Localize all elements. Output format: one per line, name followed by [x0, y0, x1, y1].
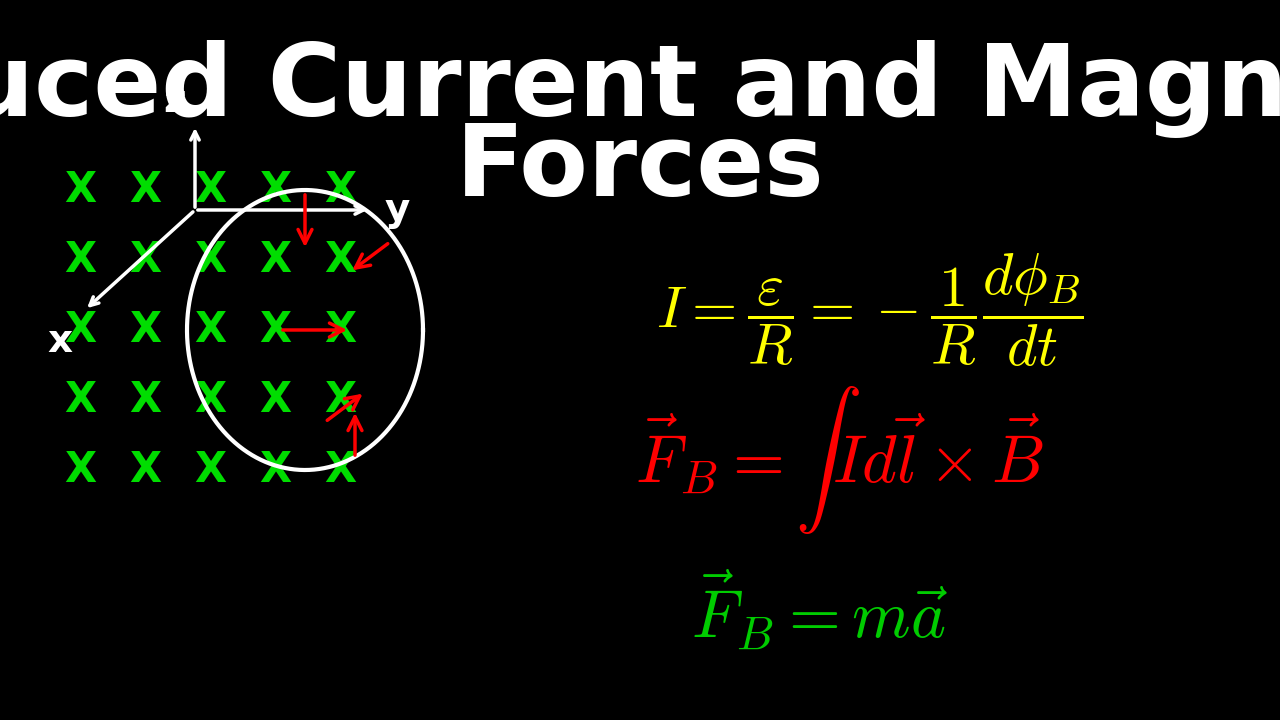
Text: X: X [324, 449, 356, 491]
Text: X: X [259, 449, 291, 491]
Text: $I = \dfrac{\varepsilon}{R} = -\dfrac{1}{R}\dfrac{d\phi_B}{dt}$: $I = \dfrac{\varepsilon}{R} = -\dfrac{1}… [657, 251, 1084, 369]
Text: X: X [64, 169, 96, 211]
Text: X: X [324, 379, 356, 421]
Text: X: X [129, 239, 161, 281]
Text: z: z [164, 82, 187, 120]
Text: x: x [47, 322, 73, 360]
Text: X: X [64, 309, 96, 351]
Text: X: X [195, 239, 227, 281]
Text: Forces: Forces [456, 120, 824, 217]
Text: X: X [324, 169, 356, 211]
Text: y: y [385, 191, 411, 229]
Text: X: X [259, 379, 291, 421]
Text: X: X [324, 239, 356, 281]
Text: X: X [129, 169, 161, 211]
Text: X: X [195, 169, 227, 211]
Text: X: X [64, 239, 96, 281]
Text: X: X [259, 309, 291, 351]
Text: X: X [64, 379, 96, 421]
Text: X: X [259, 169, 291, 211]
Text: X: X [129, 449, 161, 491]
Text: Induced Current and Magnetic: Induced Current and Magnetic [0, 40, 1280, 138]
Text: X: X [259, 239, 291, 281]
Text: X: X [195, 449, 227, 491]
Text: X: X [64, 449, 96, 491]
Text: X: X [324, 309, 356, 351]
Text: X: X [129, 379, 161, 421]
Text: X: X [195, 309, 227, 351]
Text: $\vec{F}_B = \int I d\vec{l} \times \vec{B}$: $\vec{F}_B = \int I d\vec{l} \times \vec… [635, 384, 1044, 536]
Text: X: X [195, 379, 227, 421]
Text: $\vec{F}_B = m\vec{a}$: $\vec{F}_B = m\vec{a}$ [691, 567, 948, 652]
Text: X: X [129, 309, 161, 351]
